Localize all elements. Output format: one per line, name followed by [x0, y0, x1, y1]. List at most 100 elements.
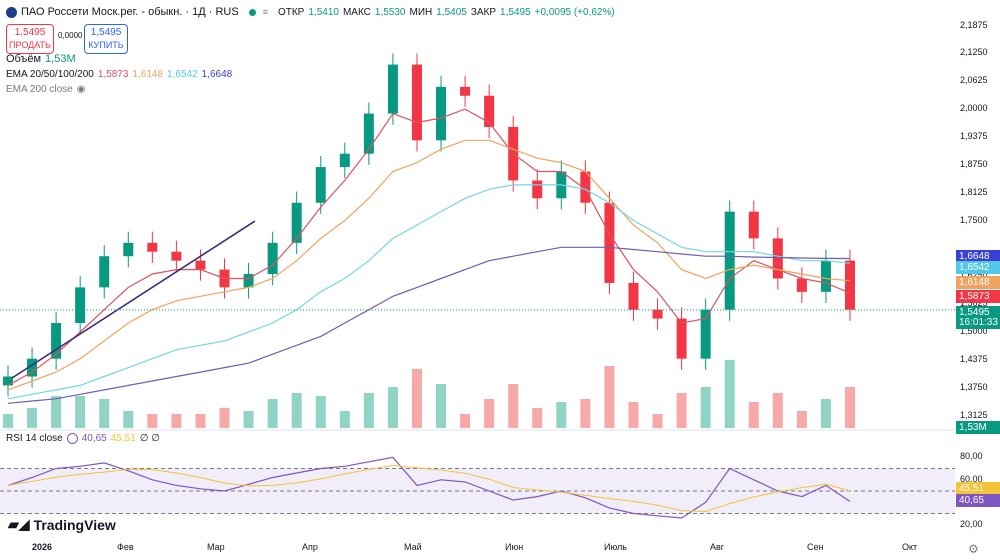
rsi-legend[interactable]: RSI 14 close 40,65 45,51 ∅ ∅ [6, 433, 160, 444]
price-tick-label: 1,3125 [960, 409, 988, 420]
volume-bar [3, 414, 13, 428]
time-label: Мар [207, 542, 225, 552]
volume-bar [243, 411, 254, 428]
volume-bar [772, 393, 783, 428]
price-tag: 1,53M [956, 421, 1000, 434]
price-tick-label: 1,7500 [960, 214, 988, 225]
candle-body [484, 95, 495, 127]
volume-bar [436, 384, 447, 428]
price-tick-label: 1,4375 [960, 353, 988, 364]
time-label: Окт [902, 542, 918, 552]
trendline [11, 220, 256, 379]
ema50-value: 1,6148 [132, 69, 164, 80]
volume-bar [676, 393, 687, 428]
time-label: Фев [117, 542, 134, 552]
volume-bar [748, 402, 759, 428]
visibility-icon[interactable]: ≡ [262, 7, 268, 17]
rsi-settings-icon[interactable] [66, 433, 78, 444]
volume-bar [291, 393, 302, 428]
price-tag: 16:01:33 [956, 316, 1000, 329]
volume-bar [99, 399, 110, 428]
tradingview-logo-icon: ▰◢ [8, 516, 30, 532]
rsi-line [7, 456, 851, 519]
tradingview-logo: ▰◢ TradingView [8, 516, 116, 533]
price-tick-label: 1,5000 [960, 325, 988, 336]
volume-bar [652, 414, 663, 428]
volume-bar [27, 408, 38, 428]
chart-title[interactable]: ПАО Россети Моск.рег. - обыкн. · 1Д · RU… [21, 6, 239, 18]
volume-bar [580, 399, 591, 428]
candle-body [700, 309, 711, 359]
volume-bar [604, 366, 615, 428]
sell-button[interactable]: 1,5495 ПРОДАТЬ [6, 24, 54, 54]
volume-bar [75, 396, 86, 428]
volume-bar [51, 396, 62, 428]
rsi-tick-label: 80,00 [960, 451, 983, 462]
ohlc-open-label: ОТКР [277, 6, 305, 18]
ema200-label: EMA 200 close [6, 84, 73, 95]
candle-body [772, 238, 783, 279]
ema-legend[interactable]: EMA 20/50/100/200 1,5873 1,6148 1,6542 1… [6, 69, 232, 80]
symbol-logo-icon [6, 6, 17, 18]
volume-legend[interactable]: Объём 1,53M [6, 53, 76, 65]
time-label: 2026 [32, 542, 53, 552]
volume-bar [387, 387, 398, 428]
price-tick-label: 1,9375 [960, 130, 988, 141]
price-tick-label: 1,8750 [960, 158, 988, 169]
candle-body [291, 202, 302, 243]
candle-body [387, 64, 398, 114]
candle-body [676, 318, 687, 359]
candle-body [123, 242, 134, 257]
price-tick-label: 2,0625 [960, 75, 988, 86]
price-tick-label: 2,1875 [960, 19, 988, 30]
candle-body [363, 113, 374, 154]
volume-value: 1,53M [45, 53, 76, 65]
ema-line-3 [7, 246, 851, 404]
price-tick-label: 2,1250 [960, 47, 988, 58]
volume-bar [484, 399, 495, 428]
sell-label: ПРОДАТЬ [9, 40, 51, 50]
candle-body [147, 242, 158, 252]
price-tick-label: 1,3750 [960, 381, 988, 392]
settings-gear-icon[interactable]: ⚙ [968, 542, 979, 556]
ema20-value: 1,5873 [97, 69, 129, 80]
candle-body [27, 358, 38, 377]
volume-bar [820, 399, 831, 428]
rsi-ma-value: 45,51 [110, 433, 136, 444]
rsi-tag: 45,51 [956, 482, 1000, 495]
buy-button[interactable]: 1,5495 КУПИТЬ [84, 24, 128, 54]
candle-body [267, 242, 278, 275]
candle-body [411, 64, 422, 141]
candle-body [51, 323, 62, 359]
ema-label: EMA 20/50/100/200 [6, 69, 94, 80]
candle-body [652, 309, 663, 319]
candle-body [315, 167, 326, 203]
candle-body [628, 282, 639, 310]
volume-bar [508, 384, 519, 428]
ohlc-close-label: ЗАКР [470, 6, 497, 18]
time-label: Май [404, 542, 422, 552]
candle-body [460, 86, 471, 96]
ema200-legend[interactable]: EMA 200 close ◉ [6, 84, 85, 95]
volume-bar [123, 411, 134, 428]
buy-label: КУПИТЬ [88, 40, 124, 50]
ohlc-high-label: МАКС [342, 6, 371, 18]
market-status-icon [248, 8, 256, 16]
eye-icon[interactable]: ◉ [76, 84, 86, 95]
spread-value: 0,0000 [58, 31, 83, 40]
price-tag: 1,6542 [956, 261, 1000, 274]
candle-body [796, 278, 807, 292]
volume-bar [411, 369, 422, 428]
ohlc-close-value: 1,5495 [500, 6, 531, 18]
ohlc-low-value: 1,5405 [436, 6, 467, 18]
sell-price: 1,5495 [14, 27, 46, 38]
time-label: Сен [807, 542, 824, 552]
time-label: Июн [505, 542, 524, 552]
volume-bar [724, 360, 735, 428]
price-tag: 1,5873 [956, 290, 1000, 303]
time-label: Авг [710, 542, 725, 552]
volume-bar [700, 387, 711, 428]
volume-bar [171, 414, 182, 428]
candle-body [75, 287, 86, 324]
